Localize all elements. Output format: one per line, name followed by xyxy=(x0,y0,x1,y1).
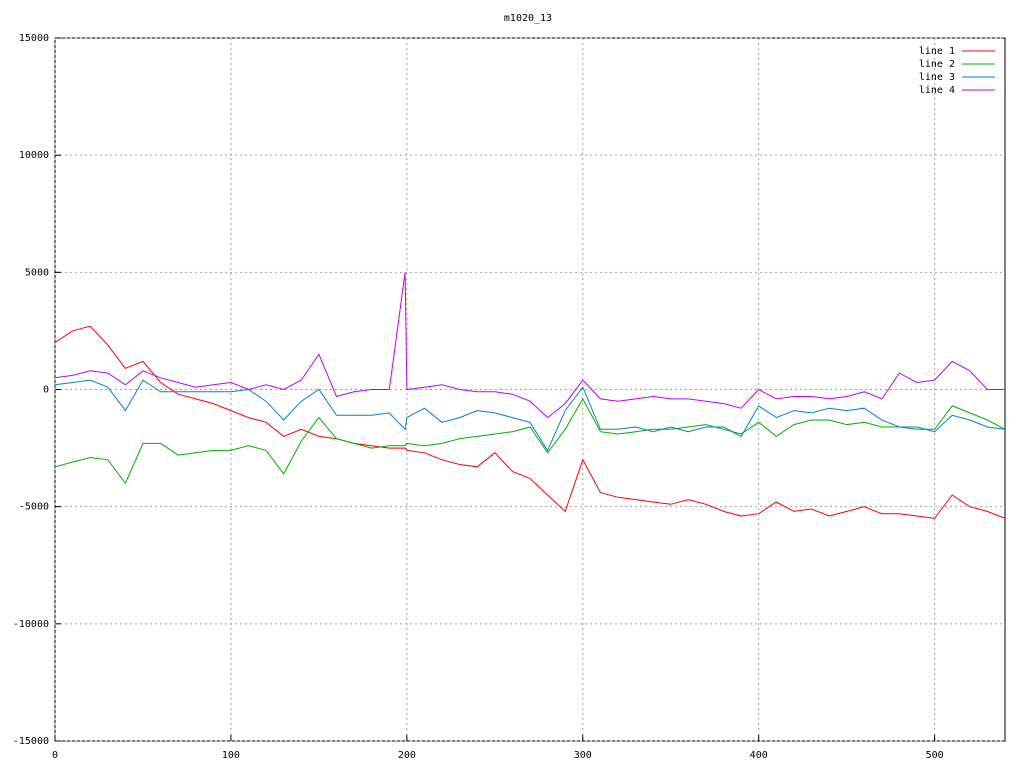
y-tick-label: 10000 xyxy=(19,150,49,161)
data-line xyxy=(54,397,1006,485)
data-line xyxy=(54,325,1006,519)
x-tick-label: 0 xyxy=(52,750,58,761)
y-tick-label: -15000 xyxy=(13,736,49,747)
x-tick-label: 400 xyxy=(750,750,768,761)
y-tick-label: 0 xyxy=(43,385,49,396)
x-tick-label: 500 xyxy=(926,750,944,761)
y-tick-label: -5000 xyxy=(19,502,49,513)
legend-label: line 3 xyxy=(919,72,955,83)
chart-title: m1020_13 xyxy=(504,13,552,24)
legend-label: line 2 xyxy=(919,59,955,70)
legend-label: line 4 xyxy=(919,85,955,96)
x-tick-label: 200 xyxy=(398,750,416,761)
y-tick-label: -10000 xyxy=(13,619,49,630)
legend-label: line 1 xyxy=(919,46,955,57)
y-tick-label: 5000 xyxy=(25,267,49,278)
x-tick-label: 300 xyxy=(574,750,592,761)
y-tick-label: 15000 xyxy=(19,33,49,44)
data-line xyxy=(54,379,1006,452)
x-tick-label: 100 xyxy=(222,750,240,761)
data-line xyxy=(54,272,1005,419)
